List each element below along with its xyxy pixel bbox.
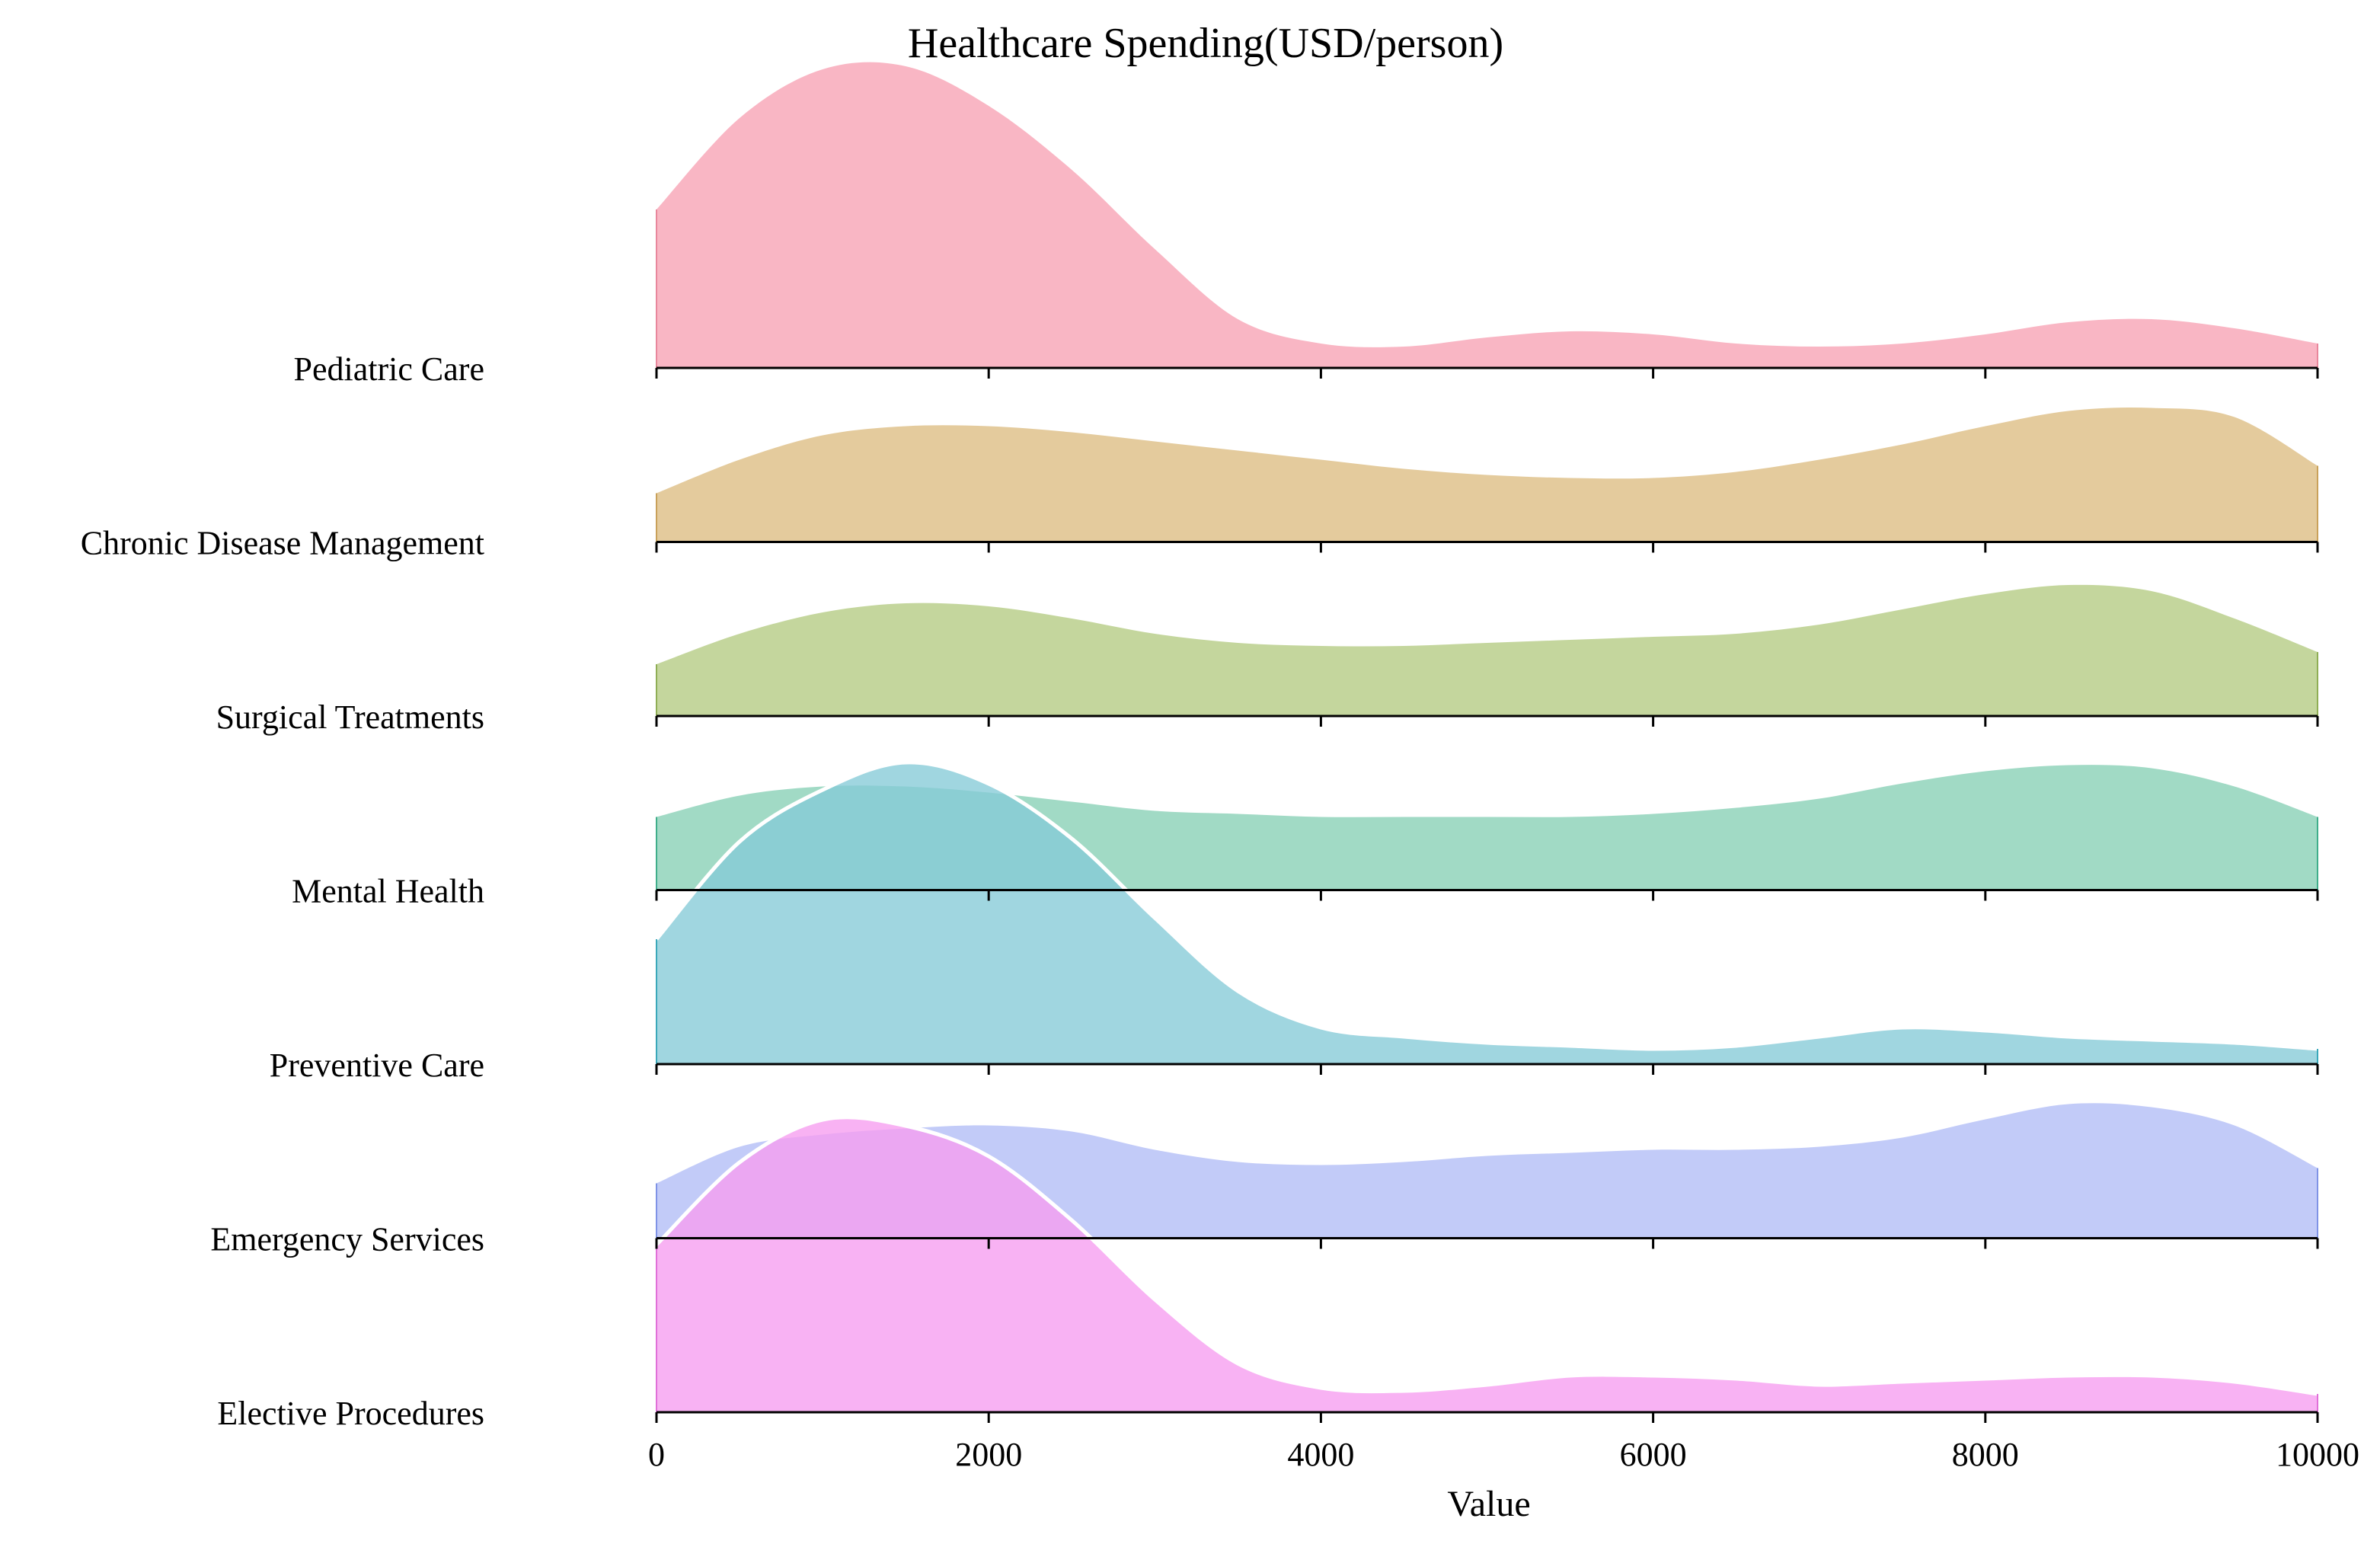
ridge-surgical-treatments	[656, 584, 2318, 716]
ridge-baseline-emergency-services	[655, 1237, 2319, 1249]
ridge-elective-procedures	[655, 1115, 2318, 1412]
x-tick-label: 10000	[2276, 1436, 2359, 1473]
ridge-area-surgical-treatments	[656, 584, 2318, 716]
ridge-baseline-preventive-care	[655, 1063, 2319, 1075]
ridge-baseline-mental-health	[655, 889, 2319, 901]
ridge-label-mental-health: Mental Health	[292, 873, 484, 910]
ridge-area-chronic-disease-management	[656, 408, 2318, 542]
ridge-area-emergency-services	[656, 1103, 2318, 1239]
ridge-label-surgical-treatments: Surgical Treatments	[216, 698, 484, 736]
ridge-emergency-services	[656, 1103, 2318, 1239]
ridge-outline-preventive-care	[655, 760, 2318, 1051]
x-tick-label: 2000	[955, 1436, 1022, 1473]
ridge-label-elective-procedures: Elective Procedures	[217, 1395, 484, 1432]
ridge-baseline-surgical-treatments	[655, 714, 2319, 727]
ridge-preventive-care	[655, 760, 2318, 1064]
x-tick-label: 4000	[1287, 1436, 1354, 1473]
ridge-baseline-pediatric-care	[655, 366, 2319, 379]
ridge-area-pediatric-care	[656, 62, 2318, 369]
ridge-label-pediatric-care: Pediatric Care	[294, 350, 484, 388]
ridge-area-preventive-care	[656, 762, 2318, 1064]
ridge-label-chronic-disease-management: Chronic Disease Management	[81, 525, 484, 562]
ridge-labels: Pediatric Care Chronic Disease Management…	[81, 350, 484, 1432]
x-axis-label: Value	[1447, 1484, 1530, 1524]
ridge-chronic-disease-management	[656, 408, 2318, 542]
chart-title: Healthcare Spending(USD/person)	[908, 20, 1503, 67]
ridge-baseline-chronic-disease-management	[655, 541, 2319, 553]
x-tick-label: 6000	[1620, 1436, 1687, 1473]
ridge-label-emergency-services: Emergency Services	[210, 1221, 484, 1258]
ridge-outline-elective-procedures	[655, 1115, 2318, 1396]
x-axis: 0 2000 4000 6000 8000 10000	[648, 366, 2359, 1473]
ridges-layer	[655, 62, 2318, 1412]
ridge-area-elective-procedures	[656, 1117, 2318, 1412]
x-tick-label: 0	[648, 1436, 665, 1473]
ridge-label-preventive-care: Preventive Care	[270, 1047, 484, 1084]
ridge-baseline-elective-procedures	[655, 1411, 2319, 1423]
x-tick-label: 8000	[1952, 1436, 2019, 1473]
ridge-pediatric-care	[656, 62, 2318, 369]
